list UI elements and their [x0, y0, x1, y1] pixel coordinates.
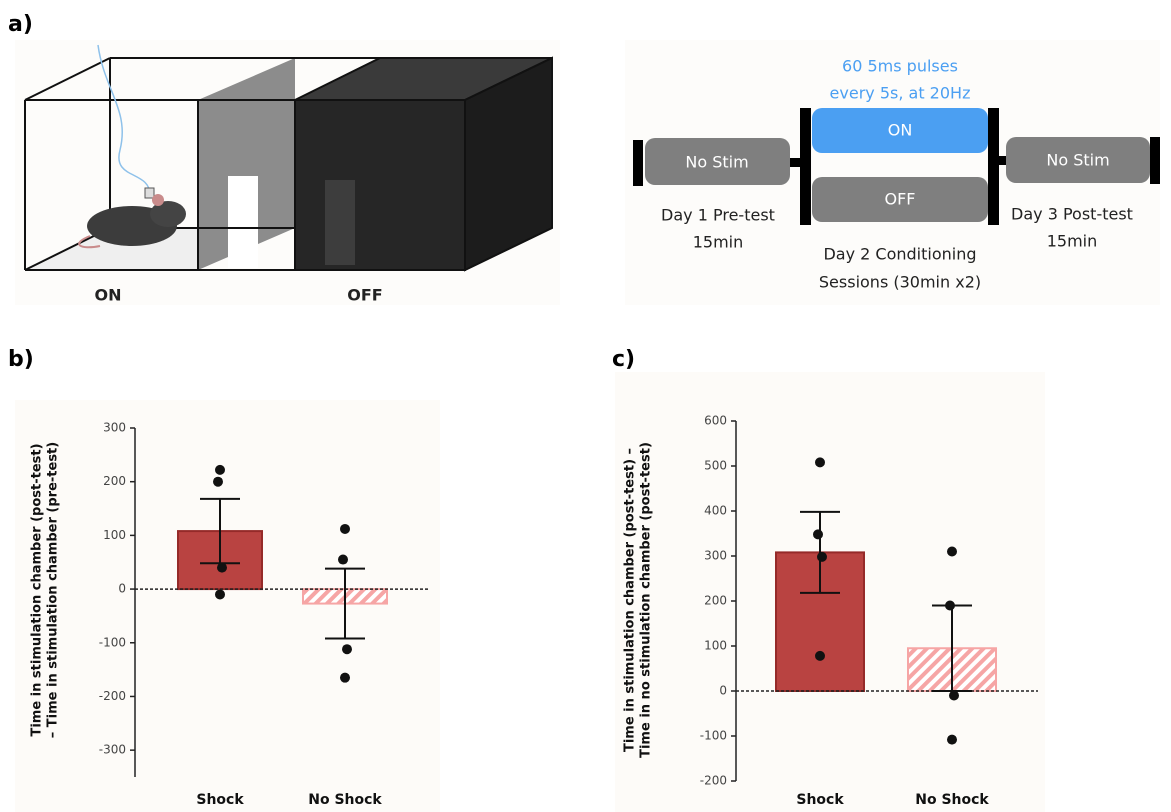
- data-point: [817, 552, 827, 562]
- data-point: [947, 735, 957, 745]
- day-label: Sessions (30min x2): [819, 273, 981, 292]
- y-tick-label: 600: [704, 414, 727, 428]
- day-label: Day 2 Conditioning: [823, 245, 976, 264]
- y-tick-label: -100: [99, 635, 126, 649]
- data-point: [342, 644, 352, 654]
- data-point: [217, 563, 227, 573]
- y-tick-label: 0: [118, 582, 126, 596]
- y-tick-label: 300: [704, 549, 727, 563]
- y-tick-label: 100: [103, 528, 126, 542]
- x-tick-label: No Shock: [915, 792, 989, 808]
- panel-label: b): [8, 347, 34, 372]
- chamber-label: ON: [95, 286, 122, 305]
- panel-label: a): [8, 12, 33, 37]
- day-label: Day 3 Post-test: [1011, 205, 1133, 224]
- panel-bg: [15, 400, 440, 812]
- y-tick-label: 200: [103, 474, 126, 488]
- chamber-label: OFF: [347, 286, 382, 305]
- pulse-note: 60 5ms pulses: [842, 57, 958, 76]
- y-tick-label: 100: [704, 639, 727, 653]
- y-tick-label: -300: [99, 743, 126, 757]
- y-axis-label: Time in stimulation chamber (post-test) …: [623, 448, 638, 752]
- data-point: [338, 555, 348, 565]
- y-axis-label: Time in stimulation chamber (post-test): [30, 443, 45, 736]
- data-point: [945, 601, 955, 611]
- day-label: 15min: [1047, 232, 1098, 251]
- data-point: [947, 547, 957, 557]
- block-label: No Stim: [685, 153, 748, 172]
- block-label: ON: [888, 121, 913, 140]
- x-tick-label: Shock: [196, 792, 244, 808]
- day-label: Day 1 Pre-test: [661, 206, 775, 225]
- y-tick-label: 400: [704, 504, 727, 518]
- block-label: No Stim: [1046, 151, 1109, 170]
- data-point: [340, 673, 350, 683]
- y-axis-label: Time in no stimulation chamber (post-tes…: [639, 442, 654, 758]
- data-point: [215, 465, 225, 475]
- panel-label: c): [612, 347, 635, 372]
- data-point: [815, 651, 825, 661]
- data-point: [215, 589, 225, 599]
- y-tick-label: -200: [700, 774, 727, 788]
- day-label: 15min: [693, 233, 744, 252]
- data-point: [340, 524, 350, 534]
- figure: a) b) c) ON OFF: [0, 0, 1171, 812]
- x-tick-label: Shock: [796, 792, 844, 808]
- y-axis-label: – Time in stimulation chamber (pre-test): [46, 442, 61, 738]
- y-tick-label: -200: [99, 689, 126, 703]
- data-point: [213, 477, 223, 487]
- data-point: [813, 529, 823, 539]
- data-point: [949, 691, 959, 701]
- y-tick-label: 300: [103, 421, 126, 435]
- pulse-note: every 5s, at 20Hz: [830, 84, 971, 103]
- x-tick-label: No Shock: [308, 792, 382, 808]
- data-point: [815, 457, 825, 467]
- y-tick-label: -100: [700, 729, 727, 743]
- y-tick-label: 500: [704, 459, 727, 473]
- block-label: OFF: [885, 190, 916, 209]
- y-tick-label: 0: [719, 684, 727, 698]
- y-tick-label: 200: [704, 594, 727, 608]
